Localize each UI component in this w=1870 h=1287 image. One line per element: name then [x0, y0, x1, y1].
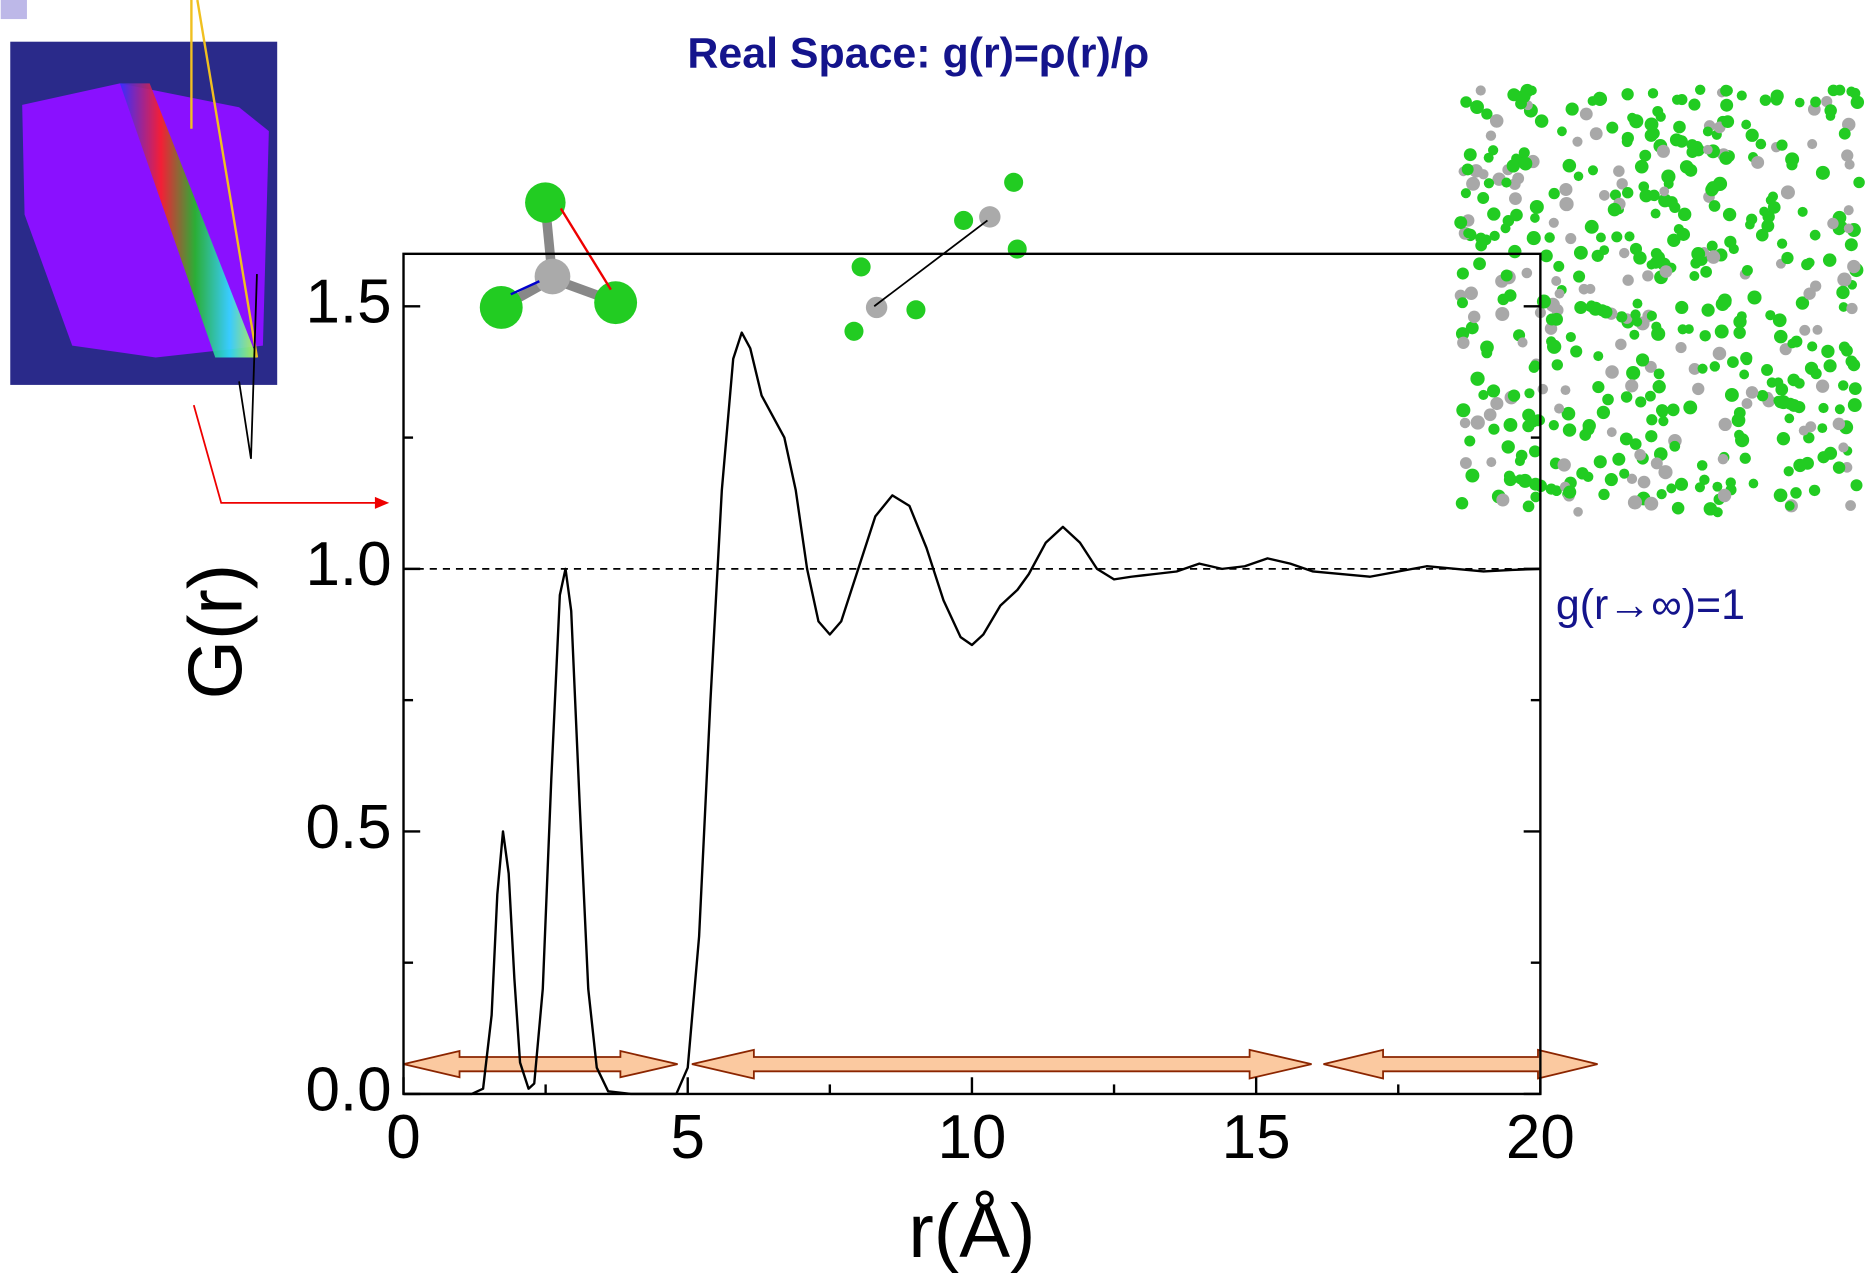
y-tick-label: 0.0	[305, 1055, 391, 1124]
y-tick-label: 1.0	[305, 530, 391, 599]
y-tick-label: 1.5	[305, 268, 391, 337]
y-axis-title: G(r)	[173, 564, 258, 700]
annotation: g(r→∞)=1	[1556, 581, 1745, 629]
x-tick-label: 15	[1222, 1103, 1291, 1172]
x-tick-label: 20	[1506, 1103, 1575, 1172]
region-arrows	[403, 1048, 1598, 1080]
molecule-pair-icon	[844, 172, 1027, 341]
x-tick-label: 5	[670, 1103, 704, 1172]
x-tick-label: 0	[386, 1103, 420, 1172]
x-axis-title: r(Å)	[908, 1189, 1035, 1274]
molecule-icon	[479, 182, 638, 329]
x-tick-label: 10	[937, 1103, 1006, 1172]
data-line	[403, 331, 1541, 1096]
inset-3d-plot	[0, 0, 390, 509]
y-tick-label: 0.5	[305, 793, 391, 862]
chart-title: Real Space: g(r)=ρ(r)/ρ	[687, 29, 1149, 77]
bulk-structure-image	[1454, 83, 1865, 518]
